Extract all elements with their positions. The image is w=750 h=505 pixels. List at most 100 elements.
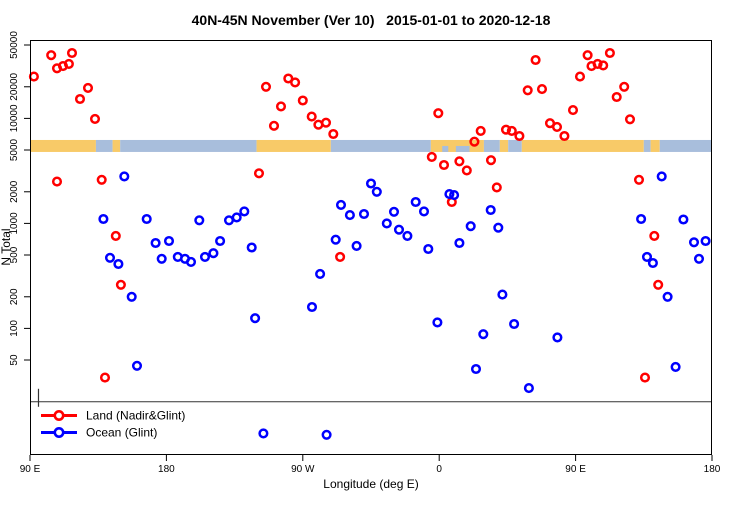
data-point-ocean <box>693 253 705 264</box>
x-tick-label: 180 <box>158 464 175 475</box>
data-point-ocean <box>321 429 332 440</box>
data-point-ocean <box>454 237 465 249</box>
legend-item-label: Land (Nadir&Glint) <box>86 409 185 423</box>
data-point-land <box>96 174 107 185</box>
data-point-ocean <box>485 204 496 216</box>
data-point-ocean <box>410 196 421 208</box>
data-point-ocean <box>351 240 362 251</box>
data-point-land <box>574 71 586 82</box>
map-strip-land-segment <box>112 139 121 152</box>
y-axis-title: N Total <box>0 228 13 265</box>
y-tick-label: 10000 <box>9 104 20 132</box>
data-point-ocean <box>418 206 430 217</box>
x-axis-ticks: 90 E 180 90 W 0 90 E 180 <box>20 455 721 475</box>
data-point-ocean <box>371 186 382 197</box>
map-strip-land-segment <box>521 139 644 152</box>
data-point-ocean <box>335 199 347 210</box>
data-point-ocean <box>449 190 460 201</box>
data-point-land <box>51 176 63 187</box>
data-point-ocean <box>493 222 504 233</box>
x-tick-label: 180 <box>704 464 721 475</box>
data-point-ocean <box>700 235 711 247</box>
map-strip-ocean-segment <box>455 145 470 152</box>
data-point-ocean <box>470 363 482 375</box>
x-tick-label: 0 <box>436 464 442 475</box>
data-point-ocean <box>150 237 161 249</box>
data-point-ocean <box>432 317 443 328</box>
data-point-land <box>320 117 332 128</box>
data-point-land <box>297 95 308 106</box>
data-point-land <box>328 128 339 140</box>
data-point-ocean <box>552 332 563 343</box>
data-point-land <box>268 120 280 131</box>
data-point-land <box>500 124 512 135</box>
data-point-land <box>253 168 265 179</box>
data-points-group <box>28 47 711 440</box>
data-point-ocean <box>509 318 520 330</box>
data-point-ocean <box>199 251 211 262</box>
data-point-land <box>485 155 497 166</box>
y-tick-label: 5000 <box>9 138 20 161</box>
data-point-ocean <box>131 360 143 371</box>
data-point-land <box>522 85 533 96</box>
data-point-ocean <box>636 213 647 225</box>
data-point-ocean <box>465 221 476 232</box>
x-tick-label: 90 E <box>20 464 41 475</box>
data-point-land <box>559 130 570 142</box>
map-strip-ocean-segment <box>483 139 500 152</box>
data-point-land <box>633 174 645 185</box>
data-point-ocean <box>358 208 370 220</box>
map-strip-ocean-segment <box>508 139 522 152</box>
data-point-land <box>598 60 609 71</box>
data-point-land <box>46 50 57 61</box>
data-point-ocean <box>670 361 681 372</box>
y-tick-label: 1000 <box>9 212 20 235</box>
data-point-land <box>491 182 502 193</box>
legend-marker <box>53 409 65 421</box>
data-point-land <box>275 101 287 112</box>
data-point-ocean <box>444 189 455 200</box>
data-point-land <box>530 54 541 66</box>
data-point-land <box>99 372 111 383</box>
data-point-ocean <box>156 253 167 264</box>
data-point-ocean <box>402 230 413 241</box>
data-point-land <box>624 114 636 125</box>
data-point-ocean <box>215 235 226 247</box>
map-strip-band <box>30 139 712 152</box>
data-point-ocean <box>194 215 205 226</box>
data-point-land <box>115 279 126 290</box>
threshold-line-group <box>30 388 712 407</box>
data-point-land <box>475 125 486 136</box>
y-tick-label: 500 <box>9 246 20 263</box>
map-strip-ocean-segment <box>120 139 257 152</box>
data-point-land <box>335 251 346 262</box>
data-point-ocean <box>344 210 355 221</box>
data-point-ocean <box>246 242 257 253</box>
chart-title: 40N-45N November (Ver 10) 2015-01-01 to … <box>192 12 551 28</box>
data-point-ocean <box>330 234 341 245</box>
y-tick-label: 200 <box>9 288 20 305</box>
data-point-ocean <box>258 428 269 439</box>
data-point-ocean <box>656 171 667 182</box>
data-point-ocean <box>163 235 175 247</box>
data-point-land <box>469 136 480 147</box>
data-point-ocean <box>497 289 508 300</box>
data-point-land <box>433 108 444 119</box>
y-tick-label: 100 <box>9 320 20 337</box>
data-point-ocean <box>231 212 242 223</box>
data-point-ocean <box>641 251 653 262</box>
data-point-land <box>66 47 78 59</box>
data-point-ocean <box>239 206 250 217</box>
x-tick-label: 90 E <box>565 464 586 475</box>
data-point-ocean <box>423 243 434 255</box>
y-tick-label: 50 <box>9 354 20 366</box>
data-point-ocean <box>250 313 261 324</box>
data-point-land <box>28 71 39 82</box>
map-strip-land-segment <box>256 139 331 152</box>
data-point-ocean <box>388 206 400 217</box>
data-point-land <box>567 105 579 116</box>
data-point-ocean <box>119 171 130 182</box>
data-point-ocean <box>688 237 700 248</box>
